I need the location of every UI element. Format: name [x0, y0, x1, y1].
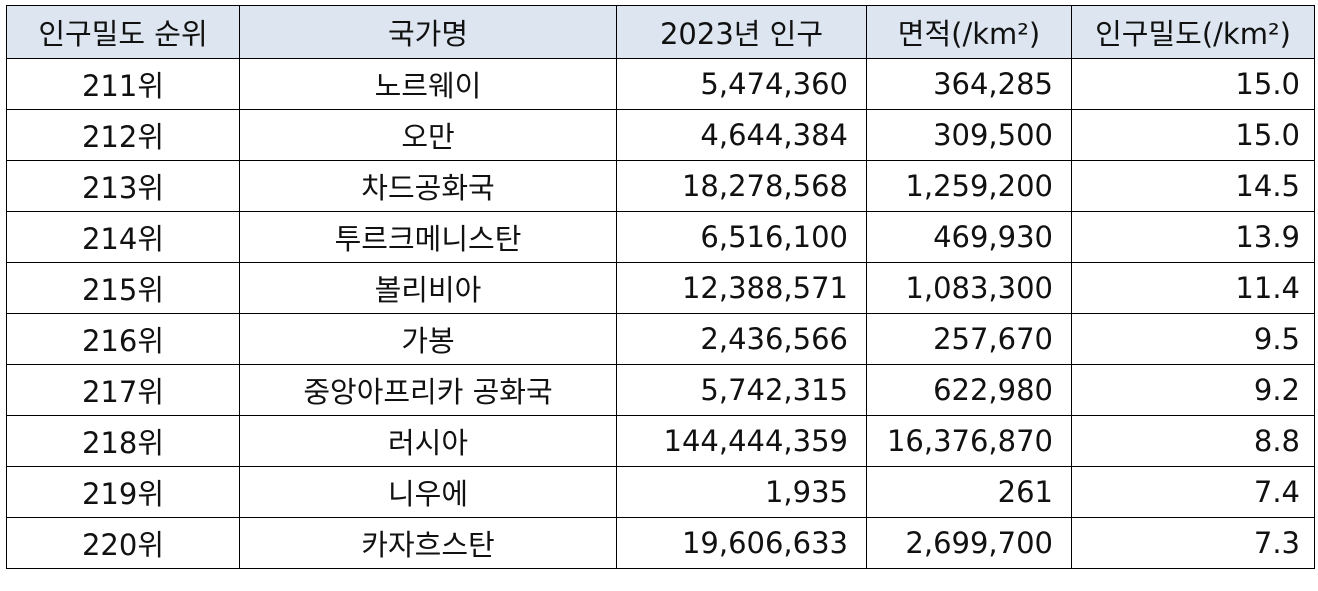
table-row: 214위 투르크메니스탄 6,516,100 469,930 13.9: [6, 211, 1315, 263]
table-row: 218위 러시아 144,444,359 16,376,870 8.8: [6, 415, 1315, 467]
area-cell: 469,930: [866, 211, 1072, 263]
header-rank: 인구밀도 순위: [6, 5, 240, 59]
population-cell: 144,444,359: [616, 415, 867, 467]
header-country: 국가명: [239, 5, 617, 59]
rank-cell: 213위: [6, 160, 240, 212]
country-cell: 투르크메니스탄: [239, 211, 617, 263]
area-cell: 1,259,200: [866, 160, 1072, 212]
population-cell: 4,644,384: [616, 109, 867, 161]
country-cell: 노르웨이: [239, 58, 617, 110]
country-cell: 볼리비아: [239, 262, 617, 314]
header-row: 인구밀도 순위 국가명 2023년 인구 면적(/km²) 인구밀도(/km²): [6, 5, 1315, 59]
country-cell: 차드공화국: [239, 160, 617, 212]
density-cell: 14.5: [1071, 160, 1315, 212]
table-row: 219위 니우에 1,935 261 7.4: [6, 466, 1315, 518]
population-cell: 6,516,100: [616, 211, 867, 263]
rank-cell: 214위: [6, 211, 240, 263]
header-density: 인구밀도(/km²): [1071, 5, 1315, 59]
area-cell: 2,699,700: [866, 517, 1072, 569]
population-cell: 1,935: [616, 466, 867, 518]
table-row: 215위 볼리비아 12,388,571 1,083,300 11.4: [6, 262, 1315, 314]
table-row: 220위 카자흐스탄 19,606,633 2,699,700 7.3: [6, 517, 1315, 569]
density-cell: 13.9: [1071, 211, 1315, 263]
country-cell: 오만: [239, 109, 617, 161]
density-cell: 11.4: [1071, 262, 1315, 314]
population-density-table: 인구밀도 순위 국가명 2023년 인구 면적(/km²) 인구밀도(/km²)…: [6, 5, 1315, 569]
rank-cell: 211위: [6, 58, 240, 110]
population-cell: 19,606,633: [616, 517, 867, 569]
table-row: 211위 노르웨이 5,474,360 364,285 15.0: [6, 58, 1315, 110]
rank-cell: 217위: [6, 364, 240, 416]
rank-cell: 218위: [6, 415, 240, 467]
table-row: 213위 차드공화국 18,278,568 1,259,200 14.5: [6, 160, 1315, 212]
area-cell: 309,500: [866, 109, 1072, 161]
area-cell: 364,285: [866, 58, 1072, 110]
table-row: 217위 중앙아프리카 공화국 5,742,315 622,980 9.2: [6, 364, 1315, 416]
header-population: 2023년 인구: [616, 5, 867, 59]
area-cell: 16,376,870: [866, 415, 1072, 467]
country-cell: 중앙아프리카 공화국: [239, 364, 617, 416]
table-row: 212위 오만 4,644,384 309,500 15.0: [6, 109, 1315, 161]
area-cell: 1,083,300: [866, 262, 1072, 314]
population-cell: 5,742,315: [616, 364, 867, 416]
country-cell: 가봉: [239, 313, 617, 365]
density-cell: 15.0: [1071, 58, 1315, 110]
density-cell: 7.3: [1071, 517, 1315, 569]
rank-cell: 220위: [6, 517, 240, 569]
population-cell: 12,388,571: [616, 262, 867, 314]
density-cell: 7.4: [1071, 466, 1315, 518]
population-cell: 5,474,360: [616, 58, 867, 110]
population-cell: 2,436,566: [616, 313, 867, 365]
density-cell: 9.5: [1071, 313, 1315, 365]
country-cell: 러시아: [239, 415, 617, 467]
area-cell: 257,670: [866, 313, 1072, 365]
area-cell: 622,980: [866, 364, 1072, 416]
rank-cell: 219위: [6, 466, 240, 518]
country-cell: 니우에: [239, 466, 617, 518]
header-area: 면적(/km²): [866, 5, 1072, 59]
rank-cell: 212위: [6, 109, 240, 161]
country-cell: 카자흐스탄: [239, 517, 617, 569]
density-cell: 8.8: [1071, 415, 1315, 467]
density-cell: 15.0: [1071, 109, 1315, 161]
rank-cell: 216위: [6, 313, 240, 365]
density-cell: 9.2: [1071, 364, 1315, 416]
table-row: 216위 가봉 2,436,566 257,670 9.5: [6, 313, 1315, 365]
population-cell: 18,278,568: [616, 160, 867, 212]
rank-cell: 215위: [6, 262, 240, 314]
area-cell: 261: [866, 466, 1072, 518]
